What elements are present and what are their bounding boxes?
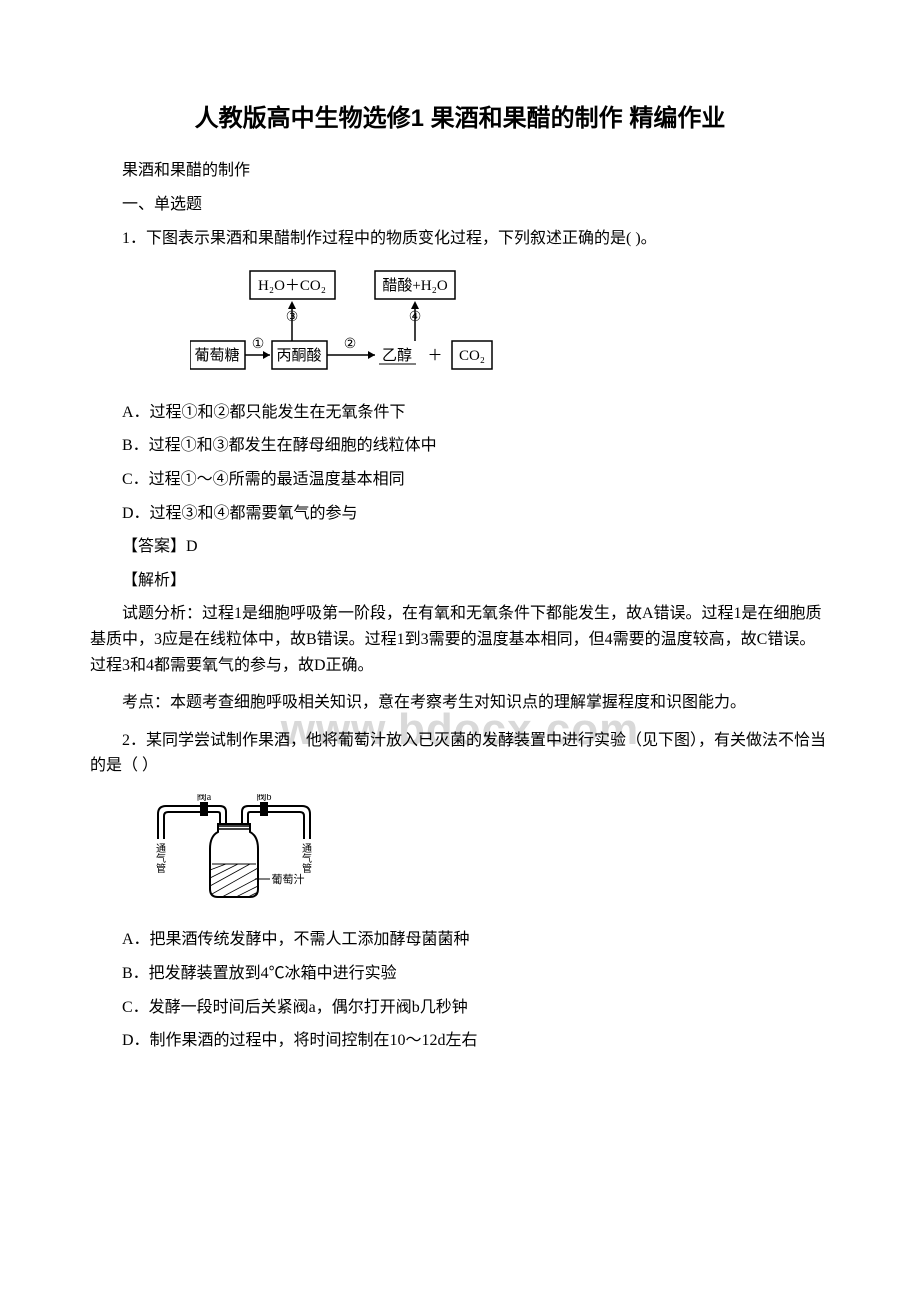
diagram-box-h2o-co2: H₂O＋CO₂ (258, 278, 326, 294)
q2-option-a: A．把果酒传统发酵中，不需人工添加酵母菌菌种 (90, 927, 830, 953)
q2-option-c: C．发酵一段时间后关紧阀a，偶尔打开阀b几秒钟 (90, 995, 830, 1021)
page-title: 人教版高中生物选修1 果酒和果醋的制作 精编作业 (90, 100, 830, 138)
q1-analysis-text-2: 考点：本题考查细胞呼吸相关知识，意在考察考生对知识点的理解掌握程度和识图能力。 (90, 690, 830, 716)
q1-option-d: D．过程③和④都需要氧气的参与 (90, 501, 830, 527)
q1-analysis-label: 【解析】 (90, 568, 830, 594)
diagram-label-4: ④ (409, 310, 422, 325)
diagram-label-1: ① (252, 337, 265, 352)
q1-option-c: C．过程①～④所需的最适温度基本相同 (90, 467, 830, 493)
diagram-box-pyruvate: 丙酮酸 (276, 347, 321, 364)
q2-option-b: B．把发酵装置放到4℃冰箱中进行实验 (90, 961, 830, 987)
question-1-text: 1．下图表示果酒和果醋制作过程中的物质变化过程，下列叙述正确的是( )。 (90, 226, 830, 252)
document-content: 人教版高中生物选修1 果酒和果醋的制作 精编作业 果酒和果醋的制作 一、单选题 … (90, 100, 830, 1054)
question-2-diagram: 阀a 阀b 通 气 管 通 气 管 (150, 794, 830, 913)
q1-analysis-text-1: 试题分析：过程1是细胞呼吸第一阶段，在有氧和无氧条件下都能发生，故A错误。过程1… (90, 601, 830, 678)
diagram2-valve-b: 阀b (257, 794, 272, 803)
q1-option-a: A．过程①和②都只能发生在无氧条件下 (90, 400, 830, 426)
diagram-box-glucose: 葡萄糖 (194, 347, 239, 364)
diagram2-juice-label: 葡萄汁 (272, 873, 305, 886)
diagram-label-ethanol: 乙醇 (382, 347, 412, 364)
q1-option-b: B．过程①和③都发生在酵母细胞的线粒体中 (90, 433, 830, 459)
diagram-box-acetic: 醋酸+H₂O (382, 277, 448, 294)
subtitle: 果酒和果醋的制作 (90, 158, 830, 184)
question-2-text: 2．某同学尝试制作果酒，他将葡萄汁放入已灭菌的发酵装置中进行实验（见下图），有关… (90, 728, 830, 779)
q1-answer: 【答案】D (90, 534, 830, 560)
diagram-plus: ＋ (427, 348, 442, 364)
diagram-label-3: ③ (286, 310, 299, 325)
diagram-box-co2: CO₂ (459, 348, 485, 364)
question-1-diagram: H₂O＋CO₂ 醋酸+H₂O 葡萄糖 ① 丙酮酸 ③ ② 乙醇 (190, 266, 830, 385)
diagram-label-2: ② (344, 337, 357, 352)
section-header: 一、单选题 (90, 192, 830, 218)
diagram2-pipe-left-3: 管 (156, 862, 166, 875)
q2-option-d: D．制作果酒的过程中，将时间控制在10～12d左右 (90, 1028, 830, 1054)
diagram2-valve-a: 阀a (197, 794, 212, 803)
